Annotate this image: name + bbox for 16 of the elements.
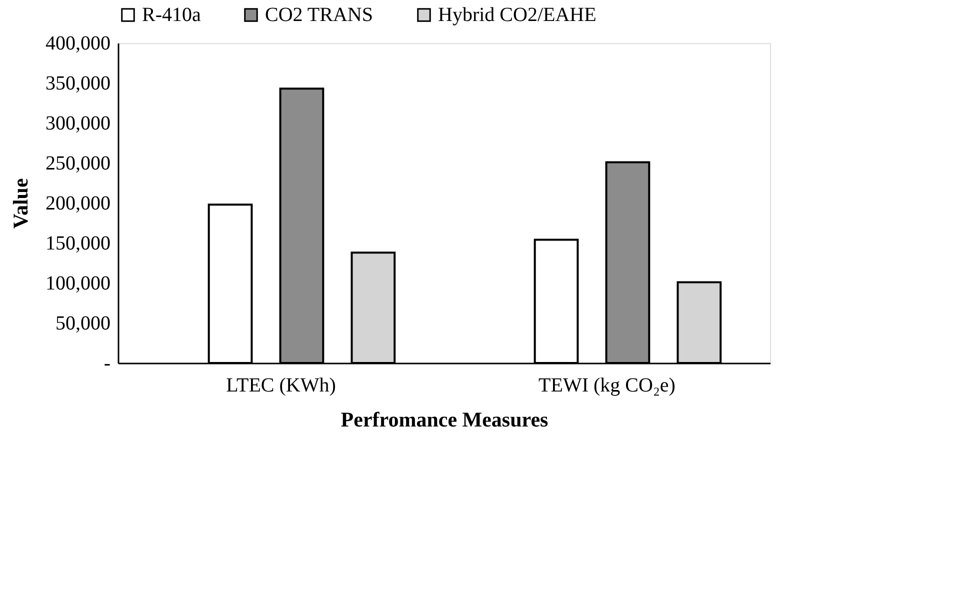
- x-axis-title: Perfromance Measures: [340, 408, 548, 432]
- y-tick-label: 400,000: [46, 32, 110, 54]
- y-tick-label: 100,000: [46, 272, 110, 294]
- y-tick-label: 350,000: [46, 72, 110, 94]
- y-tick-label: 50,000: [56, 312, 110, 334]
- y-tick-label: 200,000: [46, 192, 110, 214]
- x-tick-label: LTEC (KWh): [226, 374, 336, 396]
- legend-label: Hybrid CO2/EAHE: [438, 4, 596, 26]
- x-tick-label: TEWI (kg CO₂e): [538, 374, 676, 396]
- y-tick-label: 150,000: [46, 232, 110, 254]
- y-tick-label: -: [104, 352, 110, 374]
- y-axis-title: Value: [8, 178, 32, 229]
- legend-label: R-410a: [142, 4, 201, 26]
- legend-label: CO2 TRANS: [265, 4, 373, 26]
- y-tick-label: 250,000: [46, 152, 110, 174]
- y-tick-label: 300,000: [46, 112, 110, 134]
